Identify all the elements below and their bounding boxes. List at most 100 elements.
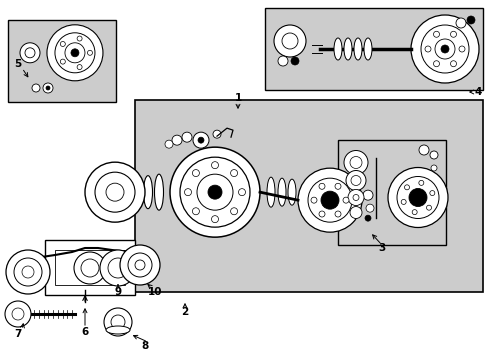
- Bar: [135, 100, 482, 292]
- Circle shape: [466, 16, 474, 24]
- Ellipse shape: [106, 326, 130, 334]
- Circle shape: [230, 170, 237, 176]
- Circle shape: [182, 132, 192, 142]
- Circle shape: [104, 308, 132, 336]
- Bar: [337, 140, 445, 245]
- Circle shape: [349, 157, 361, 168]
- Circle shape: [120, 245, 160, 285]
- Circle shape: [434, 39, 454, 59]
- Bar: [55, 250, 125, 285]
- Circle shape: [192, 208, 199, 215]
- Circle shape: [433, 61, 439, 67]
- Circle shape: [65, 43, 85, 63]
- Circle shape: [350, 175, 360, 185]
- Circle shape: [111, 315, 125, 329]
- Circle shape: [22, 266, 34, 278]
- Circle shape: [207, 185, 222, 199]
- Bar: [8, 20, 116, 102]
- Circle shape: [455, 18, 465, 28]
- Circle shape: [108, 258, 128, 278]
- Text: 10: 10: [147, 287, 162, 297]
- Ellipse shape: [333, 38, 341, 60]
- Circle shape: [297, 168, 361, 232]
- Circle shape: [81, 259, 99, 277]
- Circle shape: [74, 252, 106, 284]
- Circle shape: [290, 57, 298, 65]
- Circle shape: [192, 170, 199, 176]
- Circle shape: [77, 64, 82, 69]
- Circle shape: [60, 59, 65, 64]
- Circle shape: [14, 258, 42, 286]
- Circle shape: [211, 162, 218, 168]
- Circle shape: [77, 36, 82, 41]
- Circle shape: [238, 189, 245, 195]
- Circle shape: [164, 140, 173, 148]
- Circle shape: [318, 183, 325, 189]
- Circle shape: [46, 86, 50, 90]
- Bar: [264, 8, 482, 90]
- Circle shape: [418, 180, 423, 185]
- Circle shape: [449, 31, 456, 37]
- Circle shape: [426, 205, 430, 210]
- Ellipse shape: [287, 179, 295, 205]
- Text: 8: 8: [141, 341, 148, 351]
- Circle shape: [429, 190, 434, 195]
- Circle shape: [349, 207, 361, 219]
- Circle shape: [320, 191, 338, 209]
- Circle shape: [278, 56, 287, 66]
- Text: 3: 3: [378, 243, 385, 253]
- Circle shape: [135, 260, 145, 270]
- Circle shape: [100, 250, 136, 286]
- Circle shape: [71, 49, 79, 57]
- Circle shape: [193, 132, 208, 148]
- Circle shape: [310, 197, 316, 203]
- Ellipse shape: [343, 38, 351, 60]
- Ellipse shape: [353, 38, 361, 60]
- Circle shape: [362, 190, 372, 200]
- Circle shape: [172, 135, 182, 145]
- Circle shape: [95, 172, 135, 212]
- Circle shape: [429, 151, 437, 159]
- Circle shape: [347, 189, 363, 206]
- Circle shape: [410, 15, 478, 83]
- Text: 2: 2: [181, 307, 188, 317]
- Text: 6: 6: [81, 327, 88, 337]
- Circle shape: [424, 46, 430, 52]
- Ellipse shape: [143, 176, 152, 209]
- Circle shape: [318, 211, 325, 217]
- Circle shape: [230, 208, 237, 215]
- Circle shape: [180, 157, 249, 227]
- Circle shape: [25, 48, 35, 58]
- Ellipse shape: [133, 177, 142, 207]
- Circle shape: [43, 83, 53, 93]
- Circle shape: [87, 50, 92, 55]
- Bar: [45, 240, 135, 295]
- Circle shape: [85, 162, 145, 222]
- Text: 5: 5: [14, 59, 21, 69]
- Circle shape: [5, 301, 31, 327]
- Ellipse shape: [154, 174, 163, 210]
- Circle shape: [449, 61, 456, 67]
- Circle shape: [20, 43, 40, 63]
- Circle shape: [352, 194, 358, 201]
- Circle shape: [334, 183, 340, 189]
- Circle shape: [387, 167, 447, 228]
- Circle shape: [170, 147, 260, 237]
- Circle shape: [198, 137, 203, 143]
- Circle shape: [307, 178, 351, 222]
- Circle shape: [128, 253, 152, 277]
- Circle shape: [440, 45, 448, 53]
- Ellipse shape: [363, 38, 371, 60]
- Text: 4: 4: [473, 87, 481, 97]
- Circle shape: [213, 130, 221, 138]
- Circle shape: [184, 189, 191, 195]
- Circle shape: [411, 210, 416, 215]
- Circle shape: [364, 215, 370, 221]
- Circle shape: [404, 185, 408, 190]
- Circle shape: [60, 41, 65, 46]
- Circle shape: [342, 197, 348, 203]
- Ellipse shape: [266, 177, 274, 207]
- Circle shape: [106, 183, 124, 201]
- Circle shape: [343, 150, 367, 175]
- Text: 1: 1: [234, 93, 241, 103]
